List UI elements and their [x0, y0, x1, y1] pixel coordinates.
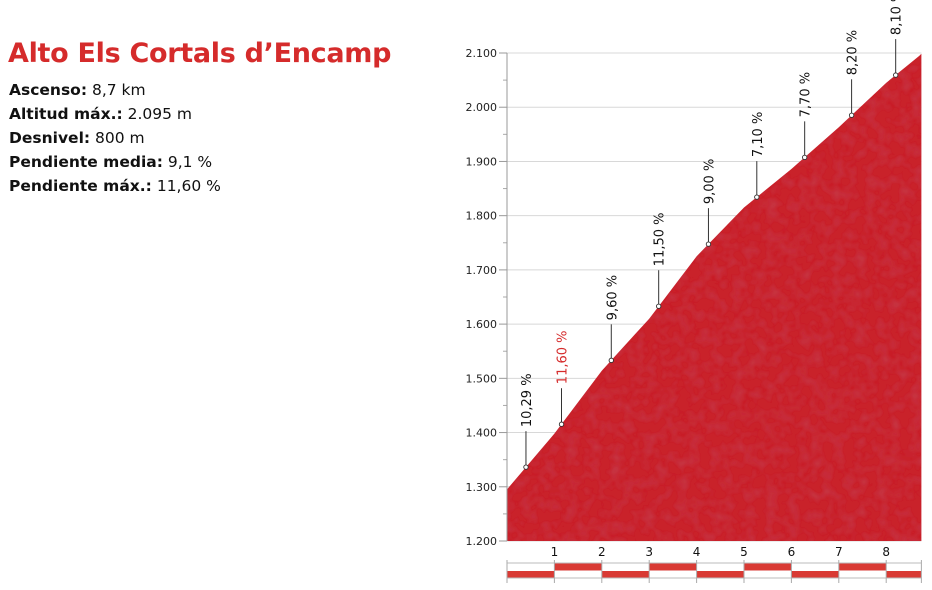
stat-max-altitude: Altitud máx.: 2.095 m: [9, 102, 221, 126]
gradient-label: 7,70 %: [799, 72, 814, 117]
y-tick-label: 1.500: [466, 372, 498, 385]
y-tick-label: 1.700: [466, 264, 498, 277]
gradient-label: 9,00 %: [702, 159, 717, 204]
y-tick-label: 1.200: [466, 535, 498, 548]
x-tick-label: 5: [740, 545, 748, 559]
gradient-marker-dot: [754, 194, 760, 200]
gradient-marker-dot: [802, 154, 808, 160]
elevation-area: [507, 53, 922, 541]
stat-value: 2.095 m: [127, 105, 193, 123]
stat-max-gradient: Pendiente máx.: 11,60 %: [9, 174, 221, 198]
stat-label: Altitud máx.:: [9, 105, 123, 123]
y-tick-label: 1.600: [466, 318, 498, 331]
km-bar-segment: [886, 571, 922, 578]
x-tick-label: 7: [835, 545, 843, 559]
stat-value: 9,1 %: [167, 153, 213, 171]
x-tick-label: 8: [882, 545, 890, 559]
stat-elevation-gain: Desnivel: 800 m: [9, 126, 221, 150]
km-bar-segment: [507, 571, 555, 578]
stat-label: Desnivel:: [9, 129, 91, 147]
km-bar-segment: [791, 571, 839, 578]
stat-value: 800 m: [95, 129, 145, 147]
y-tick-label: 1.800: [466, 210, 498, 223]
x-tick-label: 1: [551, 545, 559, 559]
gradient-label: 10,29 %: [520, 373, 535, 427]
gradient-label: 8,10 %: [890, 0, 905, 35]
y-tick-label: 1.900: [466, 155, 498, 168]
km-bar-segment: [744, 563, 792, 571]
y-tick-label: 1.300: [466, 481, 498, 494]
gradient-marker-dot: [848, 112, 855, 118]
gradient-label: 11,60 %: [556, 331, 571, 385]
gradient-marker-dot: [705, 241, 712, 247]
climb-title: Alto Els Cortals d’Encamp: [8, 38, 392, 69]
x-tick-label: 4: [693, 545, 701, 559]
gradient-marker-dot: [523, 464, 529, 470]
y-tick-label: 2.000: [466, 101, 498, 114]
gradient-marker-dot: [656, 303, 662, 309]
km-bar-segment: [838, 563, 887, 571]
stat-label: Pendiente máx.:: [9, 177, 152, 195]
km-bar-segment: [601, 571, 650, 578]
y-tick-label: 2.100: [466, 47, 498, 60]
climb-stats: Ascenso: 8,7 km Altitud máx.: 2.095 m De…: [9, 78, 221, 198]
gradient-label: 9,60 %: [605, 275, 620, 320]
stat-value: 8,7 km: [91, 81, 146, 99]
stat-ascent: Ascenso: 8,7 km: [9, 78, 221, 102]
gradient-marker-dot: [558, 421, 565, 427]
x-tick-label: 6: [788, 545, 796, 559]
stat-label: Ascenso:: [9, 81, 88, 99]
km-bar-segment: [696, 571, 744, 578]
gradient-marker-dot: [608, 357, 614, 363]
stat-value: 11,60 %: [156, 177, 221, 195]
gradient-marker-dot: [893, 72, 899, 78]
gradient-label: 8,20 %: [846, 30, 861, 75]
km-bar-segment: [649, 563, 697, 571]
stat-avg-gradient: Pendiente media: 9,1 %: [9, 150, 221, 174]
x-tick-label: 2: [598, 545, 606, 559]
y-tick-label: 1.400: [466, 427, 498, 440]
x-tick-label: 3: [645, 545, 653, 559]
stat-label: Pendiente media:: [9, 153, 163, 171]
km-bar-segment: [554, 563, 602, 571]
gradient-label: 7,10 %: [751, 112, 766, 157]
gradient-label: 11,50 %: [653, 213, 668, 267]
